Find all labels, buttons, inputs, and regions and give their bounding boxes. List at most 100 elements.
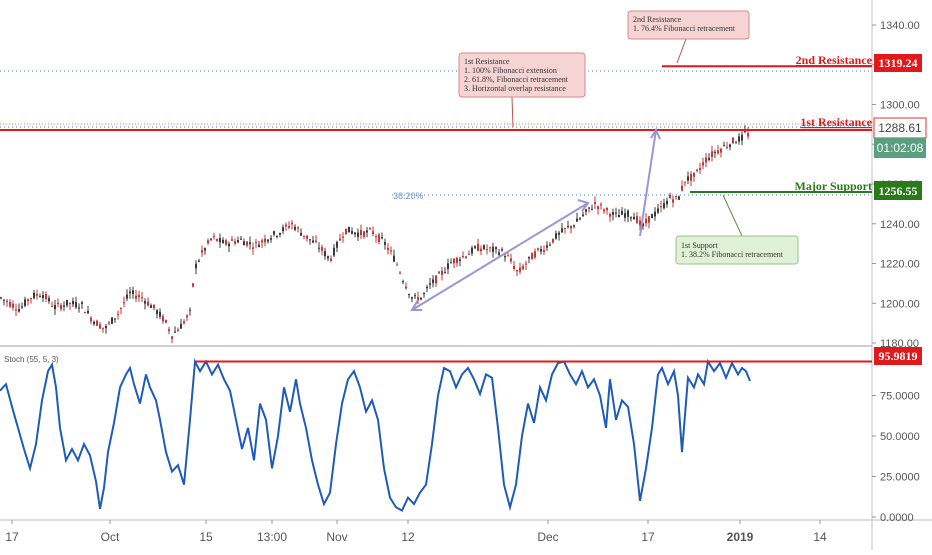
candle-body (387, 247, 389, 251)
candle-body (246, 241, 248, 246)
candle-body (537, 248, 539, 250)
candle-body (579, 218, 581, 220)
annotation-first-support-line1: 1. 38.2% Fibonacci retracement (681, 250, 784, 259)
candle-body (474, 246, 476, 249)
candle-body (693, 172, 695, 177)
price-tick-label: 1200.00 (880, 298, 920, 310)
candle-body (165, 319, 167, 323)
candle-body (573, 225, 575, 227)
candle-body (114, 318, 116, 320)
candle-body (510, 258, 512, 262)
candle-body (240, 238, 242, 240)
candle-body (312, 240, 314, 243)
candle-body (333, 247, 335, 256)
osc-tick-label: 25.0000 (880, 472, 920, 484)
candle-body (261, 240, 263, 243)
candle-body (630, 217, 632, 219)
candle-body (60, 304, 62, 310)
candle-body (3, 299, 5, 301)
candle-body (603, 209, 605, 212)
candle-body (267, 239, 269, 242)
candle-body (180, 323, 182, 329)
candle-body (483, 245, 485, 250)
candle-body (6, 300, 8, 303)
arrow-line-1[interactable] (411, 202, 589, 311)
candle-body (135, 295, 137, 299)
stochastic-line (0, 357, 751, 512)
candle-body (393, 255, 395, 262)
price-candles (0, 125, 749, 344)
time-axis[interactable]: 17 Oct 15 13:00 Nov 12 Dec 17 2019 14 (5, 520, 827, 544)
candle-body (258, 244, 260, 247)
candle-body (408, 294, 410, 296)
candle-body (279, 233, 281, 235)
candle-body (351, 231, 353, 234)
candle-body (441, 270, 443, 275)
candle-body (486, 249, 488, 251)
candle-body (303, 235, 305, 237)
tag-countdown (874, 138, 926, 158)
candle-body (291, 222, 293, 225)
candle-body (42, 295, 44, 298)
candle-body (234, 241, 236, 244)
arrow-line-2[interactable] (639, 129, 657, 237)
candle-body (345, 228, 347, 234)
candle-body (192, 283, 194, 287)
candle-body (411, 297, 413, 299)
candle-body (627, 210, 629, 217)
candle-body (525, 263, 527, 265)
annotation-first-resistance[interactable]: 1st Resistance 1. 100% Fibonacci extensi… (458, 52, 586, 128)
candle-body (600, 204, 602, 206)
candle-body (417, 297, 419, 301)
arrow-tail-1 (410, 299, 422, 311)
candle-body (453, 258, 455, 264)
candle-body (81, 302, 83, 304)
candle-body (369, 228, 371, 230)
candle-body (531, 253, 533, 260)
candle-body (654, 211, 656, 217)
level-label-major-support: Major Support (795, 179, 872, 193)
candle-body (315, 240, 317, 243)
candle-body (447, 263, 449, 270)
candle-body (309, 239, 311, 241)
candle-body (546, 245, 548, 248)
annotation-second-resistance[interactable]: 2nd Resistance 1. 76.4% Fibonacci retrac… (627, 10, 750, 64)
candle-body (717, 150, 719, 154)
candle-body (276, 236, 278, 238)
candle-body (624, 213, 626, 218)
candle-body (357, 232, 359, 237)
candle-body (231, 239, 233, 241)
candle-body (708, 157, 710, 160)
candle-body (438, 272, 440, 274)
candle-body (105, 325, 107, 329)
candle-body (30, 298, 32, 300)
candle-body (285, 224, 287, 227)
annotation-second-resistance-title: 2nd Resistance (633, 15, 682, 24)
candle-body (69, 302, 71, 305)
candle-body (555, 233, 557, 239)
candle-body (462, 256, 464, 258)
tag-major-support (874, 181, 922, 200)
candle-body (255, 242, 257, 244)
oscillator-axis[interactable]: 75.0000 50.0000 25.0000 0.0000 (872, 391, 920, 525)
candle-body (663, 203, 665, 209)
annotation-first-support[interactable]: 1st Support 1. 38.2% Fibonacci retraceme… (675, 194, 799, 265)
candle-body (459, 259, 461, 261)
candle-body (162, 316, 164, 322)
candle-body (489, 247, 491, 249)
candle-body (171, 336, 173, 339)
time-tick-label: 13:00 (257, 530, 287, 544)
candle-body (657, 208, 659, 213)
candle-body (672, 199, 674, 203)
candle-body (585, 209, 587, 212)
candle-body (513, 265, 515, 270)
candle-body (651, 214, 653, 219)
candle-body (423, 293, 425, 295)
candle-body (507, 255, 509, 257)
candle-body (282, 227, 284, 232)
candle-body (522, 266, 524, 270)
candle-body (621, 211, 623, 215)
time-tick-label: 12 (401, 530, 415, 544)
candle-body (348, 226, 350, 233)
